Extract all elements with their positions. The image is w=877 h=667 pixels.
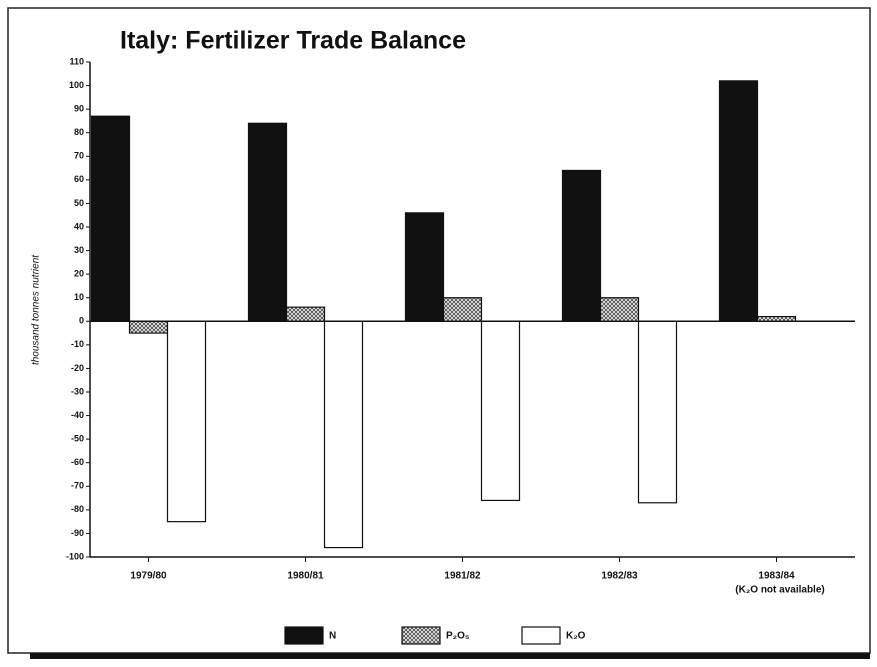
y-tick-label: 70: [74, 151, 84, 161]
legend-swatch: [521, 626, 561, 645]
bar: [128, 320, 169, 334]
bar: [718, 80, 759, 322]
bar: [561, 169, 602, 322]
legend-label: P₂O₅: [446, 631, 470, 642]
y-tick-label: 50: [74, 198, 84, 208]
y-tick-label: 90: [74, 104, 84, 114]
bar: [480, 320, 521, 502]
annotation: (K₂O not available): [735, 585, 824, 596]
y-tick-label: -30: [71, 386, 84, 396]
legend-label: K₂O: [566, 631, 586, 642]
y-tick-label: 110: [69, 56, 84, 66]
y-tick-label: 0: [79, 316, 84, 326]
y-tick-label: 20: [74, 269, 84, 279]
y-tick-label: -80: [71, 504, 84, 514]
y-tick-label: -20: [71, 363, 84, 373]
y-tick-label: 100: [69, 80, 84, 90]
bar: [599, 297, 640, 322]
y-tick-label: -100: [66, 551, 84, 561]
y-tick-label: -40: [71, 410, 84, 420]
x-tick-label: 1980/81: [287, 571, 324, 582]
chart-title: Italy: Fertilizer Trade Balance: [120, 27, 466, 55]
bar: [323, 320, 364, 549]
bar: [637, 320, 678, 504]
y-tick-label: 10: [74, 292, 84, 302]
bar: [404, 212, 445, 322]
x-tick-label: 1979/80: [130, 571, 167, 582]
y-tick-label: 30: [74, 245, 84, 255]
y-tick-label: -60: [71, 457, 84, 467]
frame-bottom: [30, 653, 870, 659]
bar: [90, 115, 131, 322]
legend-swatch: [401, 626, 441, 645]
bar: [166, 320, 207, 523]
legend-swatch: [284, 626, 324, 645]
y-tick-label: 40: [74, 221, 84, 231]
x-tick-label: 1982/83: [601, 571, 638, 582]
x-tick-label: 1981/82: [444, 571, 481, 582]
y-tick-label: -90: [71, 528, 84, 538]
bar: [247, 122, 288, 322]
legend-label: N: [329, 631, 336, 642]
bar: [285, 306, 326, 322]
y-axis-label: thousand tonnes nutrient: [31, 254, 42, 365]
y-tick-label: 60: [74, 174, 84, 184]
bar: [442, 297, 483, 322]
y-tick-label: 80: [74, 127, 84, 137]
x-tick-label: 1983/84: [758, 571, 795, 582]
y-tick-label: -50: [71, 434, 84, 444]
y-tick-label: -10: [71, 339, 84, 349]
y-tick-label: -70: [71, 481, 84, 491]
